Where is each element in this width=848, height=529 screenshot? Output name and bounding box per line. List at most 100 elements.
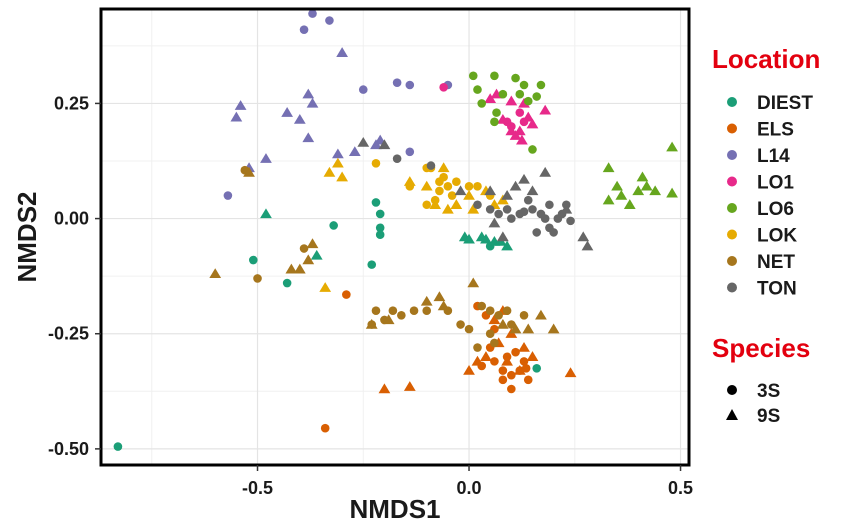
- data-point-l14: [358, 85, 368, 94]
- legend-key-circle: [727, 385, 737, 395]
- legend-label-els: ELS: [757, 120, 794, 141]
- data-point-l14: [306, 97, 319, 108]
- data-point-lo6: [640, 180, 653, 191]
- data-point-ton: [392, 154, 402, 163]
- data-point-els: [519, 357, 529, 366]
- data-point-net: [473, 343, 482, 352]
- data-point-ton: [549, 228, 558, 237]
- data-point-ton: [528, 205, 537, 214]
- data-point-l14: [332, 148, 344, 159]
- data-point-net: [547, 323, 560, 334]
- data-point-lok: [429, 199, 442, 209]
- legend-key-ton: [727, 282, 737, 293]
- data-point-net: [485, 329, 495, 339]
- data-point-diest: [371, 198, 381, 207]
- data-point-lo1: [526, 118, 539, 129]
- data-point-l14: [302, 88, 315, 99]
- data-point-ton: [378, 139, 391, 150]
- legend-key-net: [727, 256, 737, 266]
- data-point-net: [494, 311, 503, 320]
- data-point-lok: [437, 162, 450, 173]
- x-axis-ticks: -0.5 0.0 0.5: [242, 465, 693, 498]
- grid-lines: [101, 9, 689, 465]
- data-point-els: [320, 423, 330, 433]
- data-point-els: [501, 355, 513, 366]
- data-point-diest: [532, 363, 542, 373]
- legend-key-l14: [727, 150, 737, 160]
- data-point-els: [342, 290, 351, 299]
- data-point-l14: [260, 153, 272, 163]
- data-point-lo6: [632, 185, 645, 196]
- data-point-lok: [464, 182, 474, 191]
- data-point-lo6: [532, 92, 542, 101]
- data-point-ton: [426, 161, 436, 170]
- data-point-lo6: [477, 99, 487, 108]
- y-axis-ticks: 0.25 0.00 -0.25 -0.50: [48, 93, 101, 459]
- legend-label-lok: LOK: [757, 226, 797, 247]
- data-point-lo6: [649, 185, 662, 196]
- data-point-els: [564, 367, 577, 378]
- data-point-els: [488, 314, 501, 325]
- data-point-ton: [581, 240, 594, 251]
- legend-label-net: NET: [757, 252, 795, 273]
- data-point-ton: [545, 200, 554, 210]
- data-point-els: [471, 355, 484, 366]
- data-point-els: [513, 364, 526, 375]
- y-tick-label: 0.25: [54, 93, 89, 113]
- data-point-diest: [260, 208, 272, 219]
- data-point-net: [209, 268, 222, 279]
- data-point-l14: [336, 47, 349, 57]
- data-point-lok: [422, 200, 432, 210]
- data-point-diest: [282, 278, 292, 288]
- data-point-lo1: [439, 83, 448, 92]
- data-point-diest: [113, 442, 123, 451]
- legend-key-triangle: [726, 409, 738, 420]
- data-point-ton: [485, 205, 495, 214]
- y-tick-label: 0.00: [54, 209, 89, 229]
- data-point-els: [511, 347, 520, 357]
- legend-label-ton: TON: [757, 279, 797, 300]
- series-ton: [357, 136, 594, 251]
- data-point-net: [509, 323, 522, 334]
- data-point-els: [523, 375, 533, 385]
- data-point-net: [456, 320, 465, 329]
- data-point-ton: [566, 216, 575, 226]
- data-point-lok: [467, 203, 480, 214]
- data-point-net: [306, 238, 319, 249]
- data-point-l14: [308, 9, 317, 18]
- data-point-lok: [435, 186, 444, 196]
- legend-label-lo1: LO1: [757, 173, 794, 194]
- data-point-lo6: [602, 162, 615, 173]
- data-point-net: [502, 306, 512, 315]
- data-point-net: [477, 301, 487, 311]
- data-point-l14: [299, 25, 309, 35]
- data-point-lo6: [666, 187, 678, 198]
- y-axis-title: NMDS2: [12, 191, 42, 282]
- data-point-lo6: [490, 117, 499, 127]
- data-point-net: [433, 291, 446, 302]
- legend-location: Location DIEST ELS L14 LO1 LO6 LOK NET TON: [712, 44, 820, 300]
- data-point-net: [388, 306, 398, 315]
- data-point-els: [521, 363, 531, 373]
- data-point-lok: [420, 180, 433, 191]
- y-tick-label: -0.50: [48, 439, 89, 459]
- data-point-diest: [463, 233, 475, 244]
- x-tick-label: 0.0: [457, 478, 482, 498]
- data-point-net: [371, 306, 381, 315]
- data-point-lok: [332, 157, 344, 168]
- data-point-l14: [348, 146, 361, 156]
- data-point-ton: [507, 214, 516, 223]
- data-point-ton: [519, 207, 529, 216]
- series-diest: [113, 198, 542, 451]
- data-point-lo6: [492, 108, 501, 117]
- data-point-net: [467, 277, 480, 288]
- data-point-diest: [248, 255, 258, 265]
- data-point-ton: [454, 185, 467, 196]
- data-point-lok: [447, 191, 457, 200]
- series-lok: [319, 157, 509, 292]
- data-point-lo6: [636, 171, 649, 182]
- data-point-net: [485, 306, 495, 315]
- data-point-lok: [336, 171, 349, 182]
- data-point-lok: [439, 172, 448, 182]
